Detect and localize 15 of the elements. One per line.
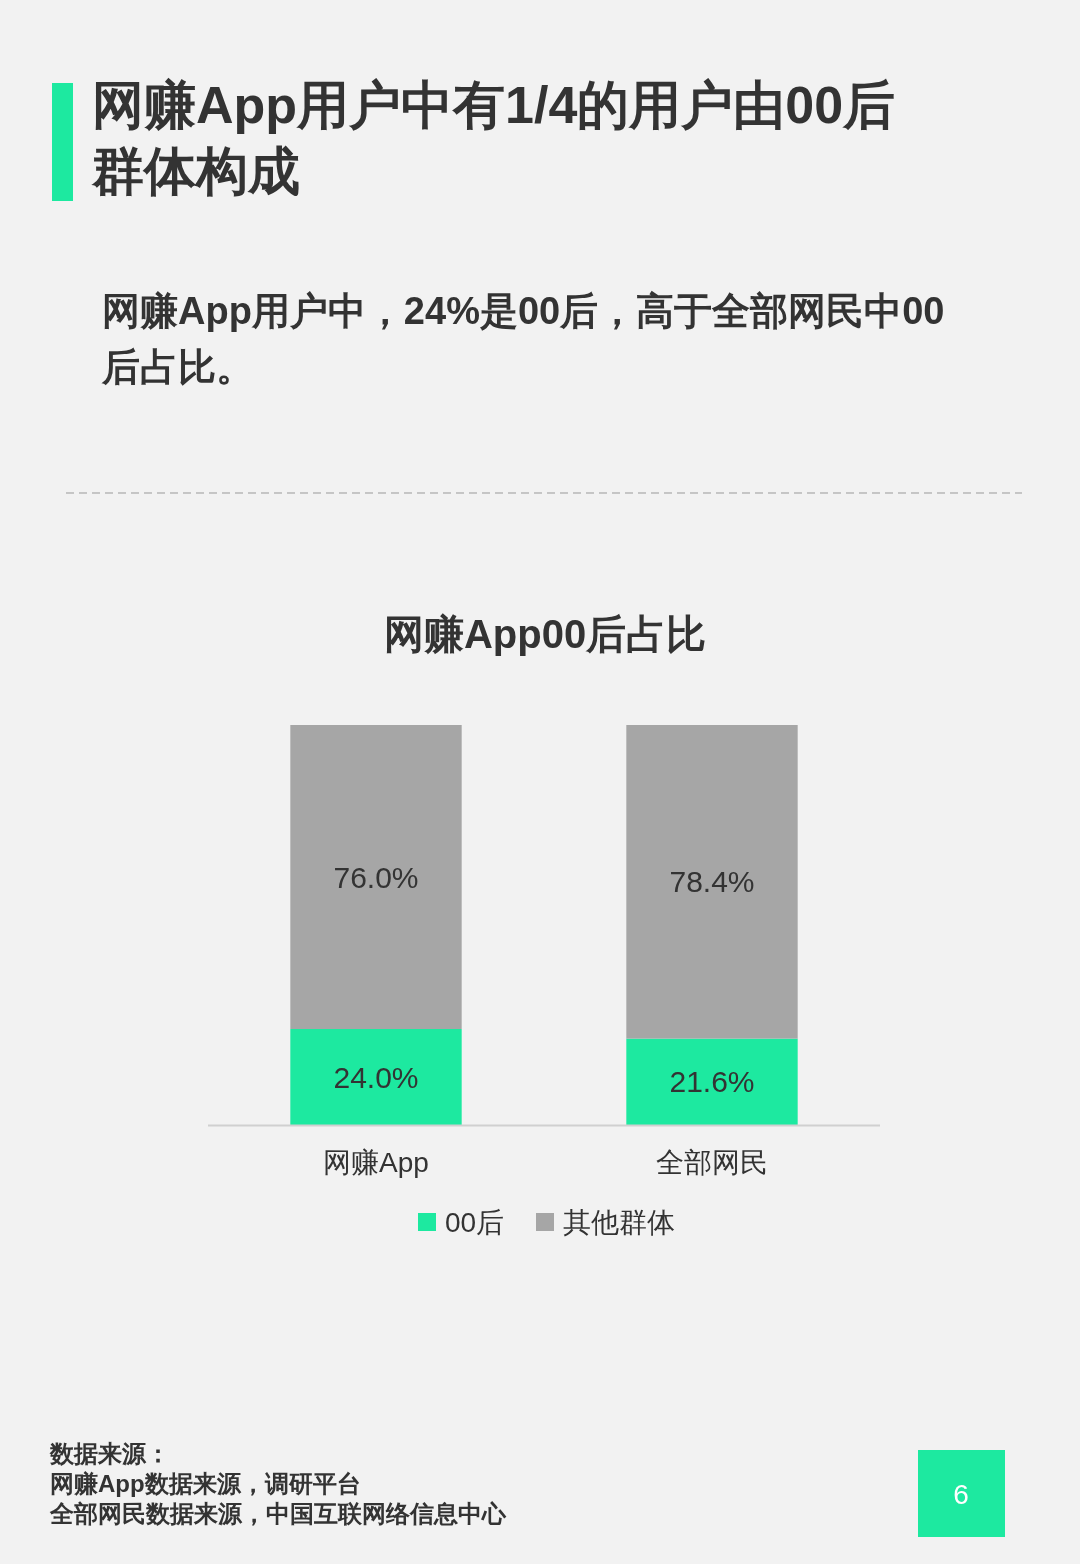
chart-title: 网赚App用户中有1/4的用户由00后群体构成 xyxy=(92,75,897,202)
data-label: 78.4% xyxy=(669,865,755,899)
chart-subtitle: 网赚App用户中，24%是00后，高于全部网民中00后占比。 xyxy=(102,289,946,390)
source-note: 数据来源： xyxy=(49,1440,170,1467)
text: 网赚App数据来源，调研平台 xyxy=(50,1470,361,1497)
text: 全部网民数据来源，中国互联网络信息中心 xyxy=(49,1500,507,1527)
x-tick-label: 全部网民 xyxy=(656,1147,768,1178)
legend-label: 其他群体 xyxy=(563,1206,675,1238)
text: 网赚App00后占比 xyxy=(383,612,707,656)
text: 6 xyxy=(953,1478,969,1510)
x-tick-label: 网赚App xyxy=(323,1147,429,1178)
data-label: 76.0% xyxy=(333,860,419,894)
data-label: 21.6% xyxy=(669,1065,755,1099)
data-label: 24.0% xyxy=(333,1060,419,1094)
legend-label: 00后 xyxy=(445,1206,505,1238)
